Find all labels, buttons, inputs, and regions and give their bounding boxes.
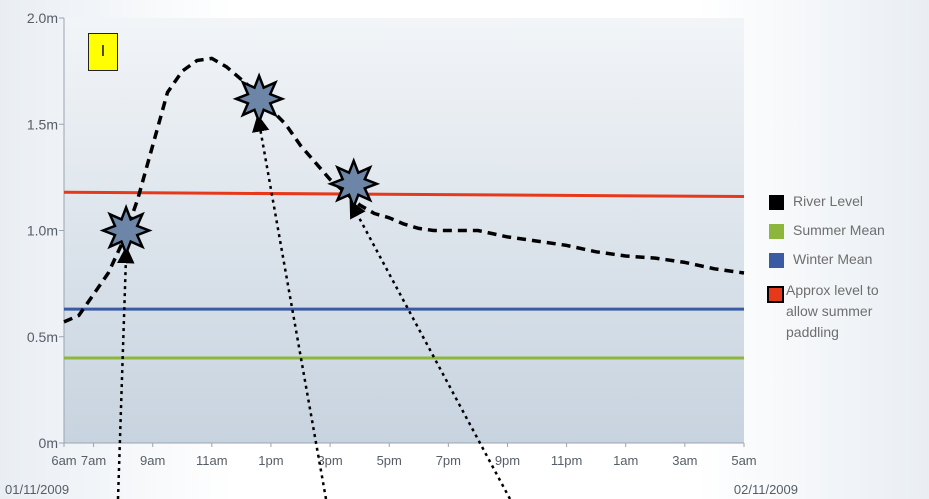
y-axis-ticks: 0m 0.5m 1.0m 1.5m 2.0m bbox=[27, 10, 64, 451]
y-tick-label: 1.0m bbox=[27, 223, 58, 239]
legend-swatch-river-level bbox=[769, 195, 784, 210]
x-tick-label: 3pm bbox=[317, 453, 342, 468]
annotation-stars bbox=[99, 72, 381, 257]
river-level-line bbox=[63, 56, 745, 324]
paddling-level-line bbox=[63, 190, 745, 198]
x-tick-label: 7am bbox=[81, 453, 106, 468]
y-tick-label: 1.5m bbox=[27, 116, 58, 132]
reference-lines bbox=[63, 190, 745, 360]
x-tick-label: 7pm bbox=[436, 453, 461, 468]
x-tick-label: 1am bbox=[613, 453, 638, 468]
x-tick-label: 3am bbox=[672, 453, 697, 468]
legend-label-winter-mean: Winter Mean bbox=[793, 251, 873, 267]
legend-label-summer-mean: Summer Mean bbox=[793, 222, 885, 238]
x-tick-label: 9pm bbox=[495, 453, 520, 468]
legend-label-line-3: paddling bbox=[786, 324, 839, 340]
star-icon bbox=[232, 72, 286, 126]
legend-label-river-level: River Level bbox=[793, 193, 864, 209]
legend-label-line-2: allow summer bbox=[786, 303, 873, 319]
x-tick-label: 5am bbox=[731, 453, 756, 468]
end-date-label: 02/11/2009 bbox=[734, 482, 798, 497]
legend-label-paddling-level: Approx level to allow summer paddling bbox=[786, 280, 879, 343]
y-tick-label: 0m bbox=[39, 435, 58, 451]
x-tick-label: 1pm bbox=[258, 453, 283, 468]
annotation-arrow bbox=[349, 200, 512, 499]
legend-swatch-paddling-level bbox=[767, 286, 784, 303]
annotation-arrow bbox=[116, 245, 135, 499]
x-tick-label: 11am bbox=[196, 453, 228, 468]
legend-swatch-summer-mean bbox=[769, 224, 784, 239]
x-tick-label: 5pm bbox=[377, 453, 402, 468]
x-tick-label: 9am bbox=[140, 453, 165, 468]
annotation-arrows bbox=[116, 114, 512, 499]
start-date-label: 01/11/2009 bbox=[5, 482, 69, 497]
annotation-arrow bbox=[252, 114, 328, 499]
y-tick-label: 2.0m bbox=[27, 10, 58, 26]
legend-swatch-winter-mean bbox=[769, 253, 784, 268]
annotation-box-label: I bbox=[88, 33, 118, 71]
x-axis-ticks: 6am 7am 9am 11am 1pm 3pm 5pm 7pm 9pm 11pm 1am 3am 5a… bbox=[51, 443, 757, 468]
star-icon bbox=[99, 204, 153, 257]
series-layer bbox=[63, 56, 745, 324]
plot-area bbox=[64, 18, 744, 443]
x-tick-label: 11pm bbox=[551, 453, 583, 468]
star-icon bbox=[327, 157, 381, 211]
x-tick-label: 6am bbox=[51, 453, 76, 468]
legend-label-line-1: Approx level to bbox=[786, 282, 879, 298]
y-tick-label: 0.5m bbox=[27, 329, 58, 345]
